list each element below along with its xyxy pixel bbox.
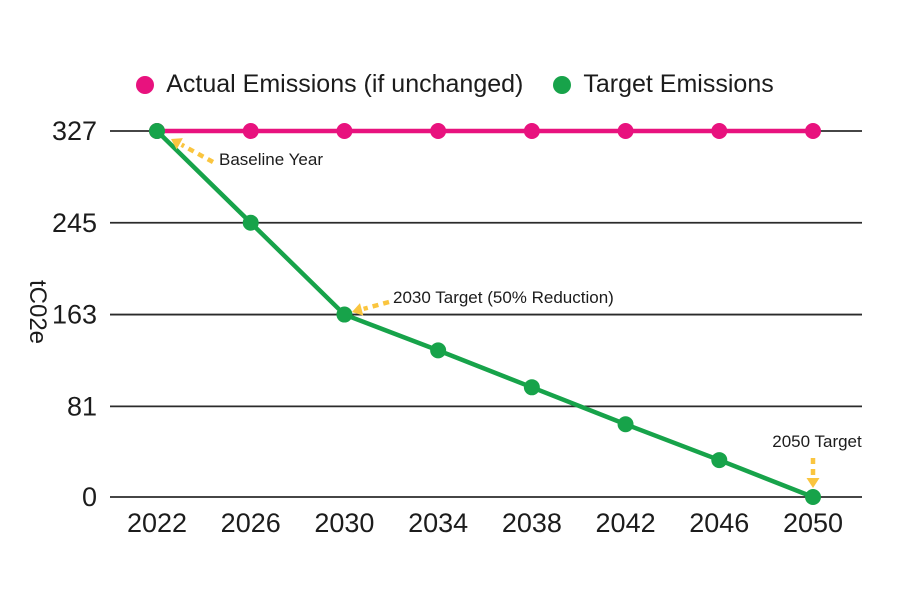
y-tick-label: 163	[52, 300, 97, 330]
data-point	[149, 123, 165, 139]
data-point	[242, 214, 259, 231]
data-point	[617, 416, 634, 433]
x-tick-label: 2030	[314, 508, 374, 538]
annotation-label: 2050 Target	[772, 432, 862, 451]
y-tick-label: 245	[52, 208, 97, 238]
y-axis-title: tC02e	[24, 280, 51, 344]
data-point	[336, 123, 353, 139]
y-tick-label: 81	[67, 391, 97, 421]
annotation-label: Baseline Year	[219, 150, 323, 169]
series-line-1	[155, 129, 814, 500]
data-point	[523, 123, 540, 139]
x-tick-label: 2026	[221, 508, 281, 538]
data-point	[805, 489, 821, 505]
annotation-arrow-stem	[180, 142, 215, 164]
x-tick-label: 2034	[408, 508, 468, 538]
data-point	[242, 123, 259, 139]
x-axis-tick-labels: 2022 2026 2030 2034 2038 2042 2046 2050	[127, 508, 843, 538]
y-axis-tick-labels: 327 245 163 81 0	[52, 116, 97, 512]
annotation-arrow-stem	[362, 299, 390, 312]
data-point	[805, 123, 821, 139]
annotation-arrowhead-icon	[806, 478, 820, 488]
annotation-arrowhead-icon	[352, 303, 364, 316]
x-tick-label: 2038	[502, 508, 562, 538]
gridlines	[110, 130, 862, 498]
annotation-arrowhead-icon	[171, 138, 183, 150]
x-tick-label: 2046	[689, 508, 749, 538]
y-tick-label: 327	[52, 116, 97, 146]
y-tick-label: 0	[82, 482, 97, 512]
x-tick-label: 2050	[783, 508, 843, 538]
x-tick-label: 2022	[127, 508, 187, 538]
data-point	[711, 452, 728, 469]
annotation-label: 2030 Target (50% Reduction)	[393, 288, 614, 307]
data-point	[617, 123, 634, 139]
data-point	[336, 306, 353, 323]
data-point	[430, 342, 447, 359]
data-series	[149, 123, 821, 505]
x-tick-label: 2042	[596, 508, 656, 538]
data-point	[523, 379, 540, 396]
data-point	[711, 123, 728, 139]
annotations: Baseline Year 2030 Target (50% Reduction)…	[171, 138, 862, 488]
data-point	[430, 123, 447, 139]
